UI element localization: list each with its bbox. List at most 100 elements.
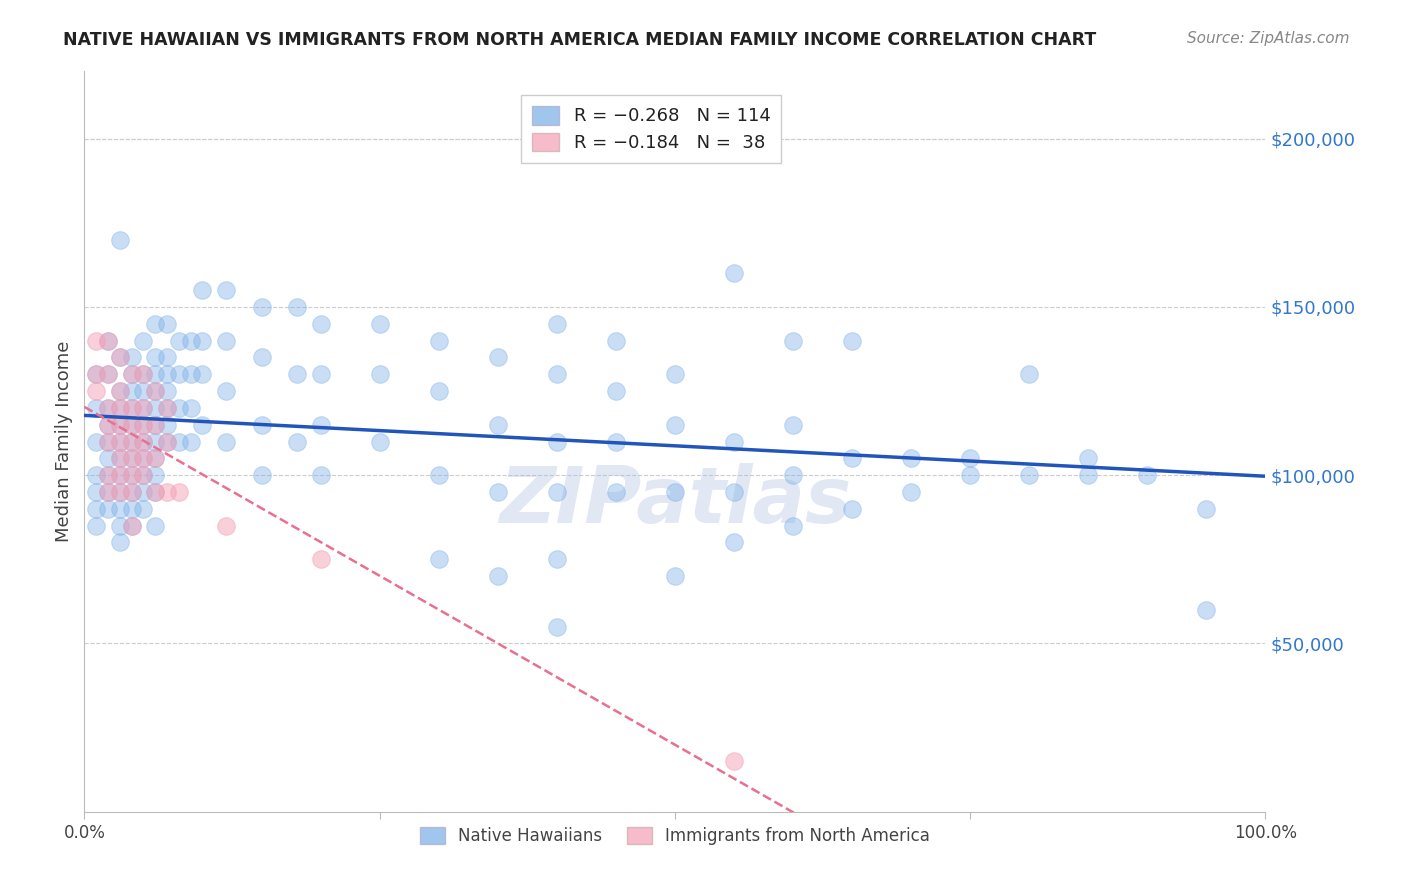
Point [250, 468, 273, 483]
Point [121, 434, 143, 449]
Point [121, 401, 143, 415]
Point [132, 485, 155, 500]
Point [156, 384, 179, 398]
Point [664, 485, 686, 500]
Point [121, 434, 143, 449]
Point [132, 368, 155, 382]
Point [605, 334, 627, 348]
Point [121, 485, 143, 500]
Point [156, 351, 179, 365]
Point [108, 501, 131, 516]
Point [108, 485, 131, 500]
Point [723, 754, 745, 768]
Point [97, 468, 120, 483]
Point [605, 485, 627, 500]
Point [132, 451, 155, 466]
Point [285, 434, 308, 449]
Point [215, 283, 238, 297]
Point [121, 368, 143, 382]
Point [108, 233, 131, 247]
Point [664, 569, 686, 583]
Point [84, 501, 107, 516]
Point [723, 266, 745, 280]
Point [121, 417, 143, 432]
Point [121, 401, 143, 415]
Point [97, 468, 120, 483]
Point [167, 401, 190, 415]
Point [143, 384, 166, 398]
Point [132, 384, 155, 398]
Point [97, 334, 120, 348]
Point [156, 317, 179, 331]
Point [486, 351, 509, 365]
Point [841, 501, 863, 516]
Point [782, 334, 804, 348]
Point [486, 417, 509, 432]
Point [121, 468, 143, 483]
Point [132, 401, 155, 415]
Point [143, 351, 166, 365]
Text: Source: ZipAtlas.com: Source: ZipAtlas.com [1187, 31, 1350, 46]
Point [782, 468, 804, 483]
Point [121, 501, 143, 516]
Point [156, 401, 179, 415]
Point [156, 485, 179, 500]
Point [132, 434, 155, 449]
Point [132, 417, 155, 432]
Point [156, 417, 179, 432]
Point [143, 518, 166, 533]
Point [285, 368, 308, 382]
Point [108, 451, 131, 466]
Point [546, 368, 568, 382]
Point [132, 417, 155, 432]
Point [309, 552, 332, 566]
Point [84, 334, 107, 348]
Point [108, 434, 131, 449]
Point [546, 485, 568, 500]
Point [97, 368, 120, 382]
Point [143, 485, 166, 500]
Point [84, 434, 107, 449]
Text: NATIVE HAWAIIAN VS IMMIGRANTS FROM NORTH AMERICA MEDIAN FAMILY INCOME CORRELATIO: NATIVE HAWAIIAN VS IMMIGRANTS FROM NORTH… [63, 31, 1097, 49]
Point [309, 317, 332, 331]
Point [215, 434, 238, 449]
Point [427, 334, 450, 348]
Point [143, 317, 166, 331]
Point [108, 417, 131, 432]
Point [191, 334, 214, 348]
Point [250, 417, 273, 432]
Point [108, 351, 131, 365]
Point [546, 434, 568, 449]
Point [191, 417, 214, 432]
Point [84, 384, 107, 398]
Point [97, 485, 120, 500]
Point [368, 434, 391, 449]
Point [121, 351, 143, 365]
Point [167, 334, 190, 348]
Point [97, 417, 120, 432]
Point [180, 334, 202, 348]
Point [309, 468, 332, 483]
Point [782, 518, 804, 533]
Point [156, 434, 179, 449]
Point [180, 401, 202, 415]
Point [121, 451, 143, 466]
Point [132, 468, 155, 483]
Point [1077, 451, 1099, 466]
Point [167, 485, 190, 500]
Point [167, 368, 190, 382]
Point [664, 368, 686, 382]
Point [108, 401, 131, 415]
Point [1195, 501, 1218, 516]
Point [143, 417, 166, 432]
Point [215, 384, 238, 398]
Point [309, 417, 332, 432]
Point [546, 552, 568, 566]
Point [180, 368, 202, 382]
Point [108, 468, 131, 483]
Point [546, 619, 568, 633]
Point [156, 368, 179, 382]
Point [132, 434, 155, 449]
Point [84, 368, 107, 382]
Point [143, 384, 166, 398]
